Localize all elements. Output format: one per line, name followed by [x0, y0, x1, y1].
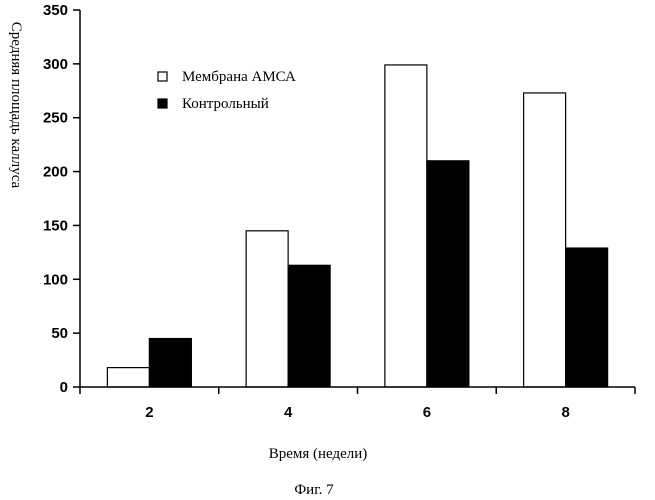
figure-caption: Фиг. 7: [294, 482, 334, 498]
bar-chart: 0 50 100 150 200 250 300 350 2 4 6 8 Средняя площа…: [0, 0, 655, 500]
legend-item-control: Контрольный: [158, 96, 269, 112]
bars: [107, 65, 607, 387]
y-tick-label: 200: [43, 164, 68, 181]
y-tick-label: 50: [51, 325, 68, 342]
x-axis-label: Время (недели): [269, 446, 368, 462]
y-tick-label: 150: [43, 217, 68, 234]
bar-amsa-6: [385, 65, 427, 387]
x-axis-ticks: 2 4 6 8: [80, 387, 635, 421]
x-tick-label: 8: [561, 404, 569, 421]
bar-amsa-2: [107, 368, 149, 387]
legend-item-amsa: Мембрана АМСА: [158, 69, 296, 85]
y-tick-label: 300: [43, 56, 68, 73]
legend-swatch-control: [158, 99, 167, 108]
y-axis-label: Средняя площадь каллуса: [8, 22, 24, 189]
legend-label-amsa: Мембрана АМСА: [182, 69, 296, 85]
legend: Мембрана АМСА Контрольный: [158, 69, 296, 112]
y-tick-label: 250: [43, 110, 68, 127]
legend-label-control: Контрольный: [182, 96, 269, 112]
bar-control-4: [288, 265, 330, 387]
y-tick-label: 350: [43, 2, 68, 19]
bar-control-2: [149, 339, 191, 387]
bar-amsa-8: [524, 93, 566, 387]
bar-control-8: [566, 248, 608, 387]
bar-amsa-4: [246, 231, 288, 387]
x-tick-label: 2: [145, 404, 153, 421]
x-tick-label: 6: [423, 404, 431, 421]
x-tick-label: 4: [284, 404, 293, 421]
y-tick-label: 100: [43, 271, 68, 288]
y-axis-ticks: 0 50 100 150 200 250 300 350: [43, 2, 80, 396]
legend-swatch-amsa: [158, 72, 167, 81]
bar-control-6: [427, 161, 469, 387]
y-tick-label: 0: [60, 379, 68, 396]
